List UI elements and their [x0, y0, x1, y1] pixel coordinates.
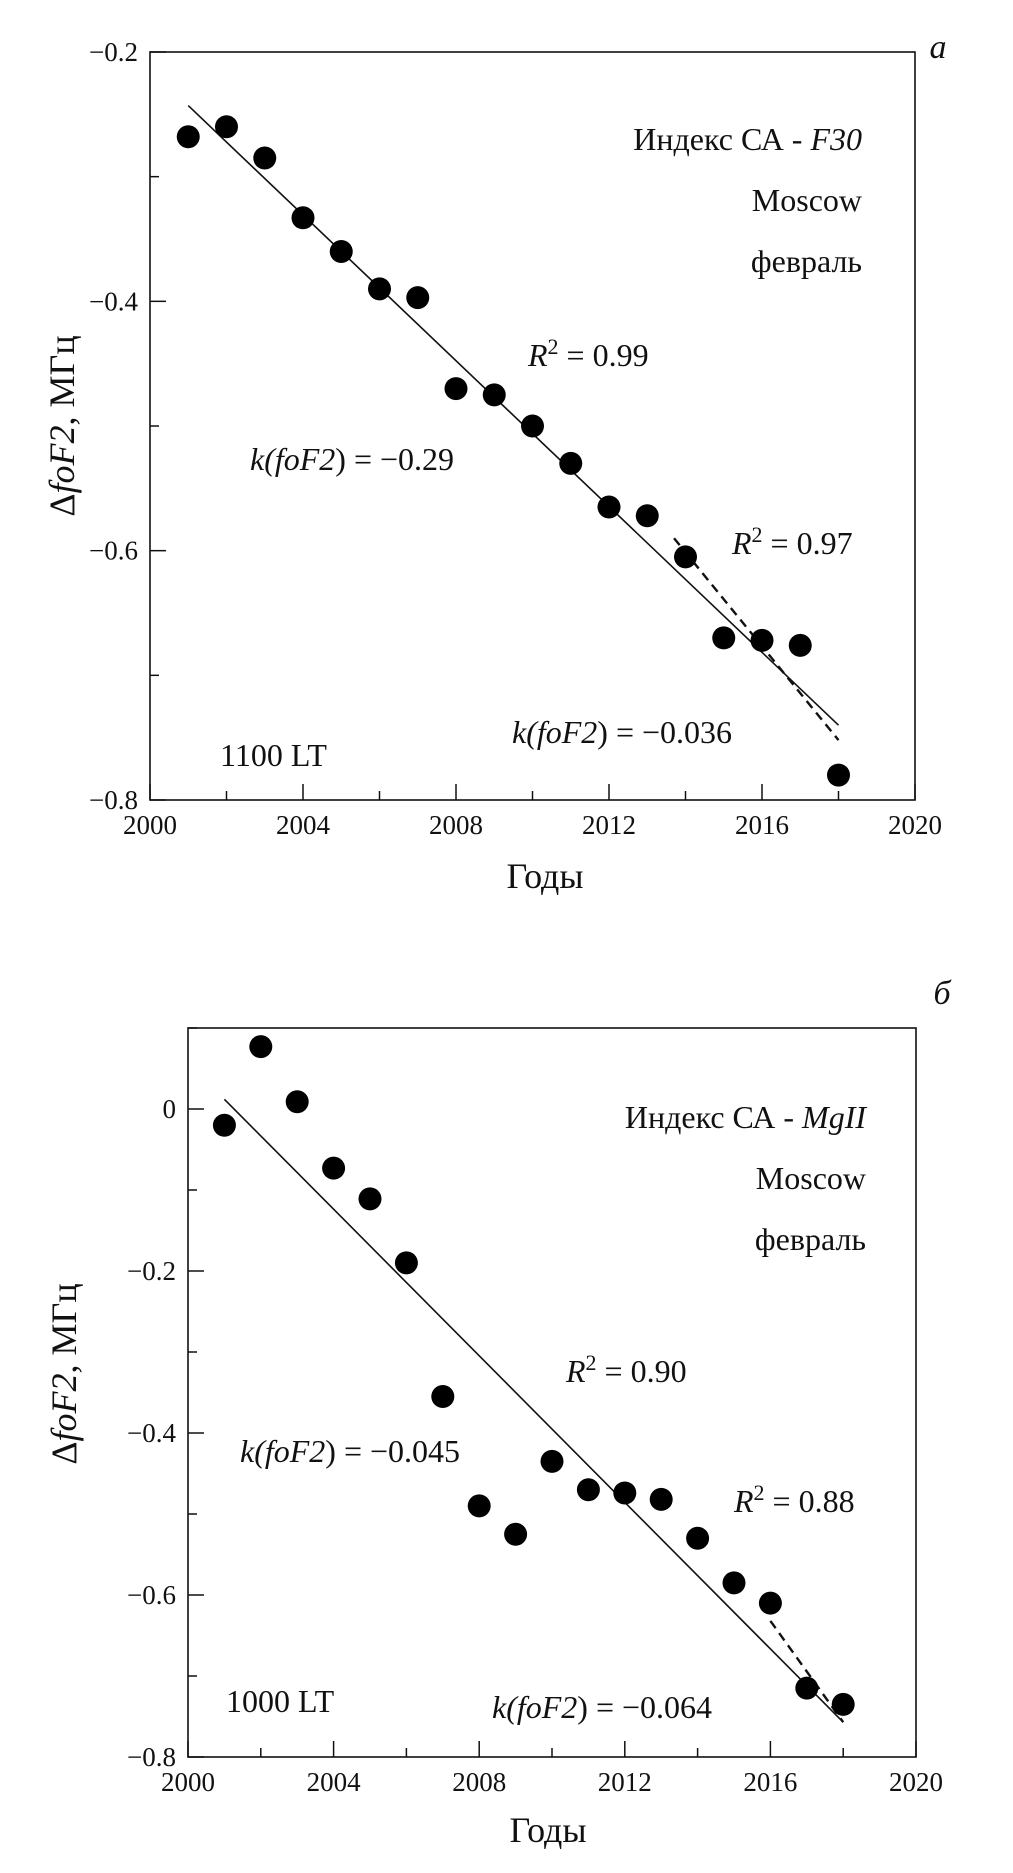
- r2-recent-label: R2 = 0.88: [733, 1480, 855, 1519]
- x-tick-label: 2008: [429, 810, 483, 840]
- k-recent-label: k(foF2) = −0.036: [512, 714, 732, 750]
- data-point: [788, 633, 812, 657]
- data-point: [795, 1676, 819, 1700]
- data-point: [750, 628, 774, 652]
- y-axis-label: ΔfoF2, МГц: [42, 335, 82, 516]
- data-point: [444, 377, 468, 401]
- x-tick-label: 2000: [161, 1767, 215, 1797]
- y-tick-label: −0.4: [127, 1418, 176, 1448]
- r2-recent-label: R2 = 0.97: [731, 522, 853, 561]
- r2-all-label: R2 = 0.99: [527, 334, 649, 373]
- x-axis-label: Годы: [506, 856, 583, 896]
- x-tick-label: 2000: [123, 810, 177, 840]
- fit-line-recent: [769, 1620, 845, 1723]
- data-marks: [176, 105, 850, 787]
- plot-frame: [187, 1027, 917, 1758]
- fit-line-recent: [673, 537, 840, 741]
- data-point: [394, 1251, 418, 1275]
- x-tick-label: 2016: [735, 810, 789, 840]
- y-tick-label: 0: [163, 1094, 177, 1124]
- data-point: [674, 545, 697, 569]
- data-point: [613, 1481, 637, 1505]
- data-point: [635, 504, 659, 528]
- x-tick-label: 2020: [889, 1767, 943, 1797]
- data-marks: [212, 1035, 855, 1723]
- data-point: [712, 626, 736, 650]
- k-all-label: k(foF2) = −0.29: [250, 441, 454, 477]
- data-point: [827, 763, 850, 787]
- data-point: [212, 1113, 236, 1137]
- data-point: [482, 383, 506, 407]
- data-point: [431, 1385, 455, 1409]
- k-recent-label: k(foF2) = −0.064: [492, 1689, 712, 1725]
- data-point: [576, 1478, 600, 1502]
- panel-letter: б: [933, 975, 952, 1012]
- x-axis-label: Годы: [509, 1810, 586, 1850]
- panel-b: 2000 2004 2008 2012 2016 2020 −0.8 −0.6 −0.4 −0.2…: [44, 975, 952, 1850]
- month-label: февраль: [751, 243, 862, 279]
- panel-a: 2000 2004 2008 2012 2016 2020 −0.8 −0.6 −0.4 −0.2…: [42, 29, 947, 896]
- fit-line-all: [187, 105, 840, 726]
- x-tick-label: 2012: [582, 810, 636, 840]
- data-point: [649, 1487, 673, 1511]
- data-point: [521, 414, 544, 438]
- local-time-label: 1100 LT: [220, 737, 327, 773]
- y-tick-label: −0.2: [89, 37, 138, 67]
- y-tick-label: −0.6: [89, 536, 138, 566]
- y-tick-label: −0.8: [89, 785, 138, 815]
- data-point: [758, 1591, 782, 1615]
- index-label: Индекс СА - F30: [633, 121, 862, 157]
- data-point: [559, 451, 583, 475]
- data-point: [597, 495, 621, 519]
- x-tick-label: 2016: [743, 1767, 797, 1797]
- station-label: Moscow: [752, 182, 862, 218]
- x-tick-label: 2004: [276, 810, 331, 840]
- r2-all-label: R2 = 0.90: [565, 1350, 687, 1389]
- x-tick-label: 2020: [888, 810, 942, 840]
- data-point: [368, 277, 391, 301]
- axes: 2000 2004 2008 2012 2016 2020 −0.8 −0.6 −0.4 −0.2: [89, 37, 942, 840]
- data-point: [253, 146, 277, 170]
- data-point: [831, 1692, 855, 1716]
- y-tick-label: −0.4: [89, 286, 138, 316]
- data-point: [406, 286, 430, 310]
- data-point: [686, 1526, 710, 1550]
- data-point: [504, 1522, 528, 1546]
- y-tick-label: −0.6: [127, 1580, 176, 1610]
- station-label: Moscow: [756, 1160, 866, 1196]
- axes: 2000 2004 2008 2012 2016 2020 −0.8 −0.6 −0.4 −0.2…: [127, 1027, 943, 1797]
- local-time-label: 1000 LT: [226, 1683, 335, 1719]
- k-all-label: k(foF2) = −0.045: [240, 1433, 460, 1469]
- data-point: [291, 206, 315, 230]
- data-point: [540, 1449, 564, 1473]
- data-point: [358, 1187, 382, 1211]
- data-point: [722, 1571, 746, 1595]
- data-point: [329, 239, 353, 263]
- data-point: [322, 1156, 346, 1180]
- index-label: Индекс СА - MgII: [625, 1099, 868, 1135]
- y-tick-label: −0.8: [127, 1742, 176, 1772]
- x-tick-label: 2008: [452, 1767, 506, 1797]
- fit-line-all: [223, 1098, 844, 1723]
- data-point: [176, 125, 200, 149]
- x-tick-label: 2004: [307, 1767, 362, 1797]
- data-point: [215, 115, 238, 139]
- y-axis-label: ΔfoF2, МГц: [44, 1283, 84, 1464]
- data-point: [285, 1090, 309, 1114]
- y-tick-label: −0.2: [127, 1256, 176, 1286]
- data-point: [467, 1494, 491, 1518]
- month-label: февраль: [755, 1221, 866, 1257]
- x-tick-label: 2012: [598, 1767, 652, 1797]
- panel-letter: a: [930, 29, 947, 66]
- data-point: [249, 1035, 273, 1059]
